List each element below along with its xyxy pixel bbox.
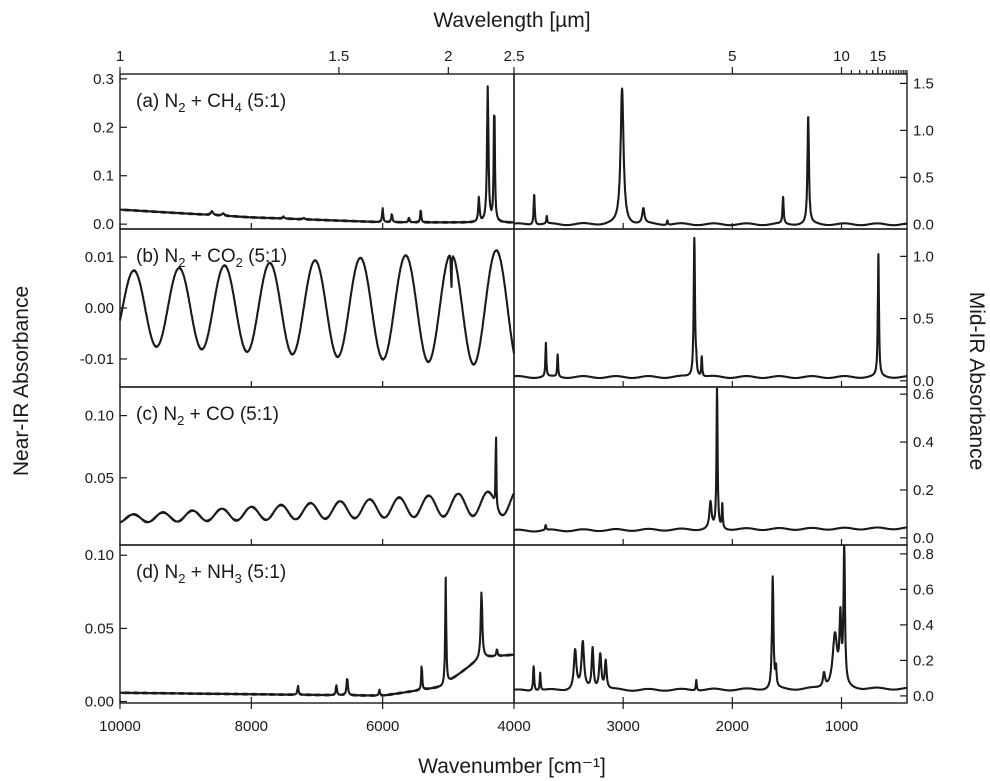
near-ytick-label-a: 0.3 bbox=[93, 71, 114, 88]
mid-ytick-label-d: 0.0 bbox=[913, 688, 934, 705]
xtick-label-top: 1 bbox=[116, 48, 124, 65]
xtick-label-bottom: 3000 bbox=[606, 718, 639, 735]
mid-ytick-label-d: 0.8 bbox=[913, 546, 934, 563]
xtick-label-top: 1.5 bbox=[328, 48, 349, 65]
mid-ir-spectrum-a bbox=[513, 87, 908, 227]
mid-ytick-label-b: 1.0 bbox=[913, 248, 934, 265]
xtick-label-bottom: 2000 bbox=[716, 718, 749, 735]
near-ytick-label-b: 0.00 bbox=[85, 300, 114, 317]
panel-labels: (a) N2 + CH4 (5:1) (b) N2 + CO2 (5:1) (c) … bbox=[136, 91, 287, 586]
near-ytick-label-d: 0.00 bbox=[85, 694, 114, 711]
mid-ytick-label-d: 0.2 bbox=[913, 652, 934, 669]
xtick-label-bottom: 1000 bbox=[825, 718, 858, 735]
panel-label-b: (b) N2 + CO2 (5:1) bbox=[136, 246, 287, 270]
mid-ytick-label-d: 0.4 bbox=[913, 617, 934, 634]
near-ir-frame-a bbox=[119, 73, 515, 230]
mid-ir-frame-d bbox=[513, 544, 908, 704]
xtick-label-bottom: 4000 bbox=[497, 718, 530, 735]
xtick-label-top: 2.5 bbox=[504, 48, 525, 65]
xtick-label-top: 2 bbox=[444, 48, 452, 65]
mid-ir-spectrum-d bbox=[513, 544, 908, 692]
xtick-label-bottom: 8000 bbox=[235, 718, 268, 735]
near-ir-spectrum-a bbox=[119, 85, 515, 224]
mid-ir-frame-a bbox=[513, 73, 908, 230]
tick-labels: 0.00.10.20.30.00.51.01.5-0.010.000.010.0… bbox=[80, 48, 934, 735]
mid-ytick-label-b: 0.5 bbox=[913, 311, 934, 328]
y-axis-title-right: Mid-IR Absorbance bbox=[965, 292, 988, 471]
xtick-label-bottom: 10000 bbox=[99, 718, 141, 735]
near-ir-frame-d bbox=[119, 544, 515, 704]
near-ir-spectrum-b bbox=[118, 249, 516, 366]
near-ytick-label-d: 0.05 bbox=[85, 620, 114, 637]
panel-frames bbox=[119, 73, 908, 704]
panel-label-c: (c) N2 + CO (5:1) bbox=[136, 404, 279, 428]
xtick-label-top: 5 bbox=[728, 48, 736, 65]
near-ytick-label-b: 0.01 bbox=[85, 249, 114, 266]
near-ir-spectrum-d bbox=[119, 576, 515, 697]
near-ytick-label-d: 0.10 bbox=[85, 547, 114, 564]
xtick-label-bottom: 6000 bbox=[366, 718, 399, 735]
mid-ir-spectrum-c bbox=[513, 387, 908, 533]
near-ytick-label-b: -0.01 bbox=[80, 351, 114, 368]
near-ytick-label-a: 0.2 bbox=[93, 119, 114, 136]
mid-ytick-label-d: 0.6 bbox=[913, 581, 934, 598]
mid-ir-frame-b bbox=[513, 228, 908, 388]
near-ytick-label-a: 0.0 bbox=[93, 216, 114, 233]
mid-ytick-label-a: 1.0 bbox=[913, 122, 934, 139]
y-axis-title-left: Near-IR Absorbance bbox=[10, 286, 33, 476]
mid-ytick-label-b: 0.0 bbox=[913, 373, 934, 390]
panel-label-d: (d) N2 + NH3 (5:1) bbox=[136, 562, 286, 586]
near-ir-frame-b bbox=[119, 228, 515, 388]
near-ytick-label-a: 0.1 bbox=[93, 168, 114, 185]
xtick-label-top: 10 bbox=[833, 48, 850, 65]
panel-label-a: (a) N2 + CH4 (5:1) bbox=[136, 91, 286, 115]
mid-ytick-label-a: 1.5 bbox=[913, 75, 934, 92]
mid-ytick-label-a: 0.0 bbox=[913, 216, 934, 233]
mid-ytick-label-c: 0.4 bbox=[913, 434, 934, 451]
near-ytick-label-c: 0.05 bbox=[85, 470, 114, 487]
mid-ir-spectrum-b bbox=[513, 236, 908, 380]
x-axis-title-bottom: Wavenumber [cm⁻¹] bbox=[418, 755, 606, 778]
xtick-label-top: 15 bbox=[870, 48, 887, 65]
mid-ytick-label-c: 0.0 bbox=[913, 530, 934, 547]
mid-ytick-label-c: 0.2 bbox=[913, 482, 934, 499]
mid-ir-frame-c bbox=[513, 386, 908, 546]
x-axis-title-top: Wavelength [µm] bbox=[433, 9, 590, 32]
axis-ticks bbox=[119, 67, 908, 709]
near-ytick-label-c: 0.10 bbox=[85, 408, 114, 425]
mid-ytick-label-a: 0.5 bbox=[913, 169, 934, 186]
near-ir-spectrum-c bbox=[119, 436, 515, 524]
mid-ytick-label-c: 0.6 bbox=[913, 386, 934, 403]
